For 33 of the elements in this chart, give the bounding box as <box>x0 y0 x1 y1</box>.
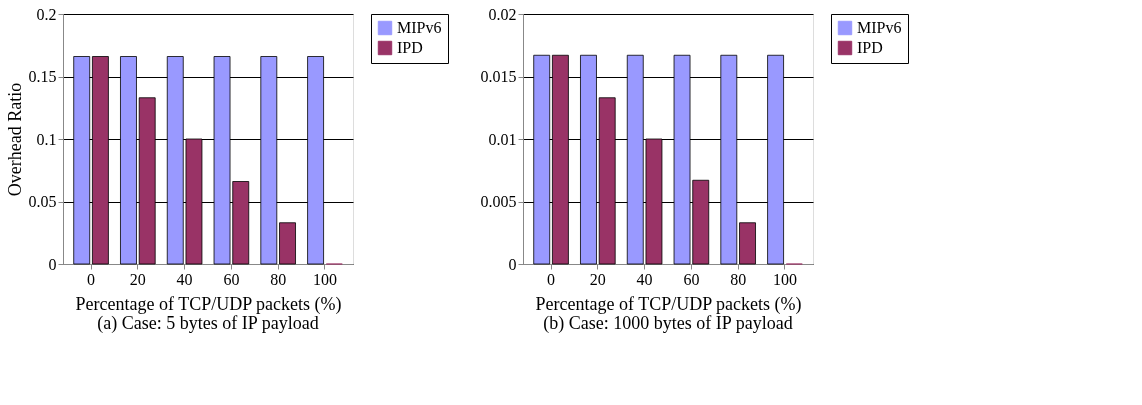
y-tick-label: 0 <box>508 255 517 273</box>
text: (b) Case: 1000 bytes of IP payload <box>543 313 793 334</box>
y-axis-title: Overhead Ratio <box>4 82 25 197</box>
y-tick-label: 0 <box>48 255 57 273</box>
x-tick-label: 80 <box>730 270 747 288</box>
x-axis-title: Percentage of TCP/UDP packets (%) <box>535 293 802 315</box>
y-tick-label: 0.02 <box>488 5 517 23</box>
y-tick-label: 0.015 <box>480 68 517 85</box>
y-tick-label: 0.01 <box>488 130 517 148</box>
y-tick-label: 0.15 <box>28 68 57 85</box>
x-tick-label: 40 <box>176 270 193 288</box>
x-tick-label: 60 <box>223 270 240 288</box>
x-tick-label: 20 <box>589 270 606 288</box>
x-tick-label: 80 <box>270 270 287 288</box>
bar <box>279 222 296 265</box>
x-tick-label: 20 <box>129 270 146 288</box>
x-tick-label: 40 <box>636 270 653 288</box>
legend-label: MIPv6 <box>397 19 442 36</box>
legend-label: IPD <box>857 39 883 56</box>
x-tick-label: 100 <box>772 270 797 288</box>
legend-label: MIPv6 <box>857 19 902 36</box>
x-tick-label: 60 <box>683 270 700 288</box>
x-tick-label: 100 <box>312 270 337 288</box>
y-tick-label: 0.005 <box>480 193 517 210</box>
y-tick-label: 0.1 <box>36 130 57 148</box>
x-tick-label: 0 <box>87 270 96 288</box>
y-tick-label: 0.2 <box>36 5 57 23</box>
bar <box>739 222 756 265</box>
x-tick-label: 0 <box>547 270 556 288</box>
legend-label: IPD <box>397 39 423 56</box>
y-tick-label: 0.05 <box>28 193 57 210</box>
text: (a) Case: 5 bytes of IP payload <box>97 313 319 334</box>
x-axis-title: Percentage of TCP/UDP packets (%) <box>75 293 342 315</box>
